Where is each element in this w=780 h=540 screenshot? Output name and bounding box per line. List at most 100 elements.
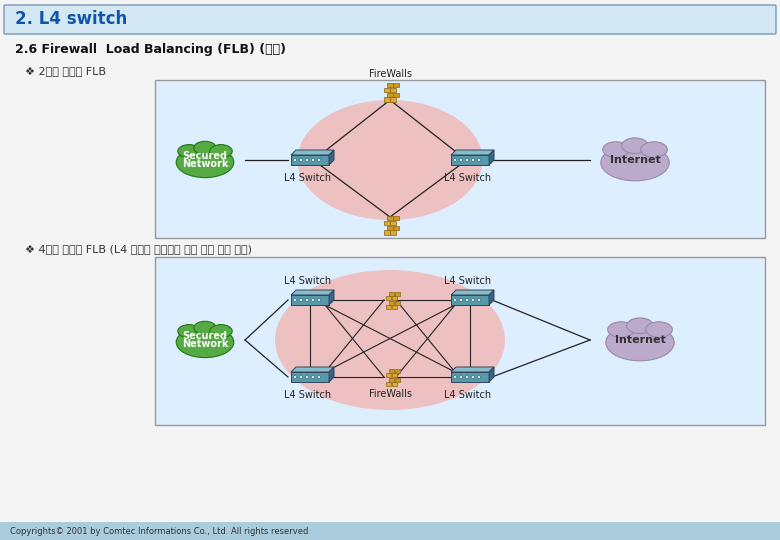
Polygon shape — [489, 367, 494, 382]
Bar — [390, 87, 395, 92]
Text: FireWalls: FireWalls — [368, 69, 412, 79]
Bar — [389, 300, 394, 305]
Text: 2.6 Firewall  Load Balancing (FLB) (계속): 2.6 Firewall Load Balancing (FLB) (계속) — [15, 44, 286, 57]
Circle shape — [311, 375, 314, 379]
Text: Copyrights© 2001 by Comtec Informations Co., Ltd. All rights reserved: Copyrights© 2001 by Comtec Informations … — [10, 526, 308, 536]
Bar — [395, 300, 400, 305]
Ellipse shape — [606, 325, 674, 361]
Text: L4 Switch: L4 Switch — [285, 173, 332, 183]
Polygon shape — [291, 150, 334, 155]
Circle shape — [453, 159, 456, 161]
Bar — [387, 83, 392, 87]
Circle shape — [300, 159, 303, 161]
Circle shape — [300, 299, 303, 301]
FancyBboxPatch shape — [155, 80, 765, 238]
Circle shape — [306, 375, 309, 379]
Bar — [389, 368, 394, 373]
Bar — [387, 226, 392, 230]
Bar — [392, 305, 397, 309]
Text: 2. L4 switch: 2. L4 switch — [15, 10, 127, 28]
Circle shape — [466, 299, 469, 301]
Polygon shape — [329, 367, 334, 382]
Ellipse shape — [176, 147, 234, 178]
Polygon shape — [451, 290, 494, 295]
Polygon shape — [329, 290, 334, 305]
Bar — [386, 305, 392, 309]
Circle shape — [311, 159, 314, 161]
Bar — [392, 382, 397, 386]
Ellipse shape — [178, 325, 200, 338]
Bar — [384, 97, 389, 102]
Ellipse shape — [178, 145, 200, 158]
Polygon shape — [489, 290, 494, 305]
Circle shape — [293, 159, 296, 161]
Ellipse shape — [210, 325, 232, 338]
Text: Network: Network — [182, 339, 229, 349]
Text: FireWalls: FireWalls — [368, 389, 412, 399]
Circle shape — [471, 159, 474, 161]
Ellipse shape — [608, 322, 634, 338]
Polygon shape — [329, 150, 334, 165]
Circle shape — [477, 159, 480, 161]
Circle shape — [293, 299, 296, 301]
Ellipse shape — [640, 142, 668, 157]
Bar — [393, 216, 399, 220]
Circle shape — [311, 299, 314, 301]
Bar — [395, 377, 400, 381]
Text: L4 Switch: L4 Switch — [445, 390, 491, 400]
Bar — [389, 377, 394, 381]
Polygon shape — [489, 150, 494, 165]
Ellipse shape — [275, 270, 505, 410]
Bar — [390, 221, 395, 225]
Circle shape — [317, 299, 321, 301]
FancyBboxPatch shape — [155, 257, 765, 425]
Bar — [386, 382, 392, 386]
Text: ❖ 4대의 스위치 FLB (L4 스위치 이중화로 장애 상황 대첫 가능): ❖ 4대의 스위치 FLB (L4 스위치 이중화로 장애 상황 대첫 가능) — [25, 245, 252, 255]
Text: ❖ 2대의 스위치 FLB: ❖ 2대의 스위치 FLB — [25, 67, 106, 77]
Ellipse shape — [646, 322, 672, 338]
Circle shape — [459, 299, 463, 301]
Bar — [390, 230, 395, 234]
Ellipse shape — [210, 145, 232, 158]
Text: Network: Network — [182, 159, 229, 169]
Polygon shape — [291, 372, 329, 382]
Circle shape — [293, 375, 296, 379]
Bar — [384, 230, 389, 234]
Circle shape — [317, 159, 321, 161]
Polygon shape — [451, 295, 489, 305]
Ellipse shape — [176, 327, 234, 357]
Text: Internet: Internet — [615, 335, 665, 345]
Ellipse shape — [297, 100, 483, 220]
Ellipse shape — [626, 318, 654, 334]
Circle shape — [466, 375, 469, 379]
FancyBboxPatch shape — [4, 5, 776, 34]
Ellipse shape — [601, 144, 669, 181]
Circle shape — [306, 159, 309, 161]
Circle shape — [459, 159, 463, 161]
Bar — [390, 97, 395, 102]
Bar — [395, 292, 400, 295]
Bar — [392, 296, 397, 300]
Circle shape — [466, 159, 469, 161]
Text: L4 Switch: L4 Switch — [285, 276, 332, 286]
Bar — [387, 216, 392, 220]
Bar — [393, 92, 399, 97]
Circle shape — [459, 375, 463, 379]
Polygon shape — [451, 150, 494, 155]
Polygon shape — [291, 290, 334, 295]
Polygon shape — [291, 367, 334, 372]
Text: Secured: Secured — [183, 151, 228, 161]
Polygon shape — [451, 367, 494, 372]
Ellipse shape — [193, 321, 216, 334]
Circle shape — [471, 299, 474, 301]
Circle shape — [453, 375, 456, 379]
Circle shape — [306, 299, 309, 301]
Ellipse shape — [193, 141, 216, 154]
Bar — [386, 373, 392, 377]
Ellipse shape — [603, 142, 629, 157]
Text: L4 Switch: L4 Switch — [445, 173, 491, 183]
Bar — [395, 368, 400, 373]
Bar — [386, 296, 392, 300]
Bar — [393, 83, 399, 87]
Polygon shape — [291, 295, 329, 305]
